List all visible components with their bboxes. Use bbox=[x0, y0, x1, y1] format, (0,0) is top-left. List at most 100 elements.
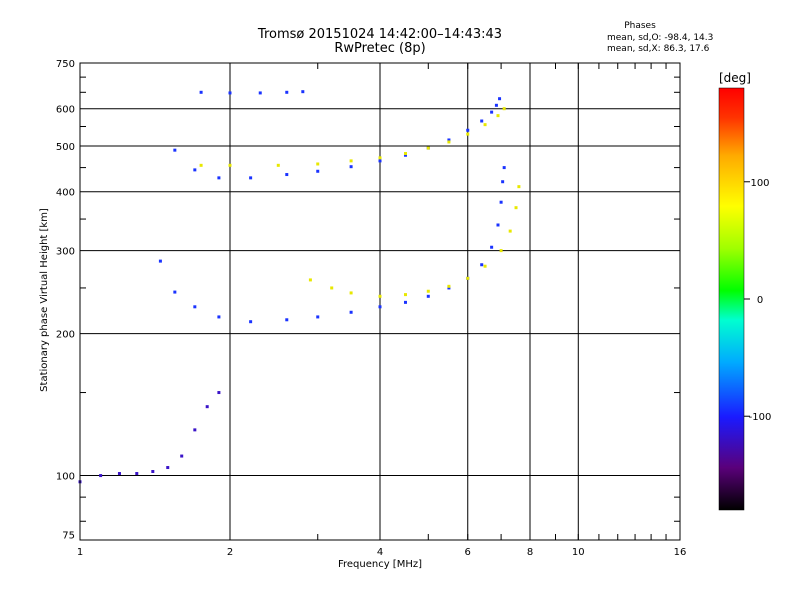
x-tick-label: 4 bbox=[377, 547, 383, 558]
data-point bbox=[514, 206, 518, 210]
data-point bbox=[447, 140, 451, 144]
data-point bbox=[301, 90, 305, 94]
phases-heading: Phases bbox=[624, 21, 656, 31]
chart-title-line-1: Tromsø 20151024 14:42:00–14:43:43 bbox=[257, 27, 503, 42]
data-point bbox=[193, 305, 197, 309]
data-point bbox=[378, 156, 382, 160]
data-point bbox=[499, 249, 503, 253]
data-point bbox=[466, 132, 470, 136]
series-o-trace-f2-lower bbox=[158, 166, 506, 324]
data-point bbox=[316, 162, 320, 166]
data-point bbox=[502, 107, 506, 111]
data-point bbox=[502, 166, 506, 170]
x-tick-label: 16 bbox=[674, 547, 687, 558]
y-tick-label: 600 bbox=[56, 105, 75, 116]
data-point bbox=[480, 119, 484, 123]
data-point bbox=[349, 291, 353, 295]
data-point bbox=[285, 173, 289, 177]
data-point bbox=[349, 159, 353, 163]
colorbar-tick-label: -100 bbox=[749, 412, 772, 423]
series-o-trace-f2-upper bbox=[173, 97, 502, 180]
data-point bbox=[258, 91, 262, 95]
data-point bbox=[403, 153, 407, 157]
data-point bbox=[480, 263, 484, 267]
data-point bbox=[285, 318, 289, 322]
data-point bbox=[217, 315, 221, 319]
colorbar-label: [deg] bbox=[719, 71, 751, 85]
data-point bbox=[217, 176, 221, 180]
y-tick-label: 400 bbox=[56, 188, 75, 199]
data-point bbox=[498, 97, 502, 101]
data-point bbox=[249, 320, 253, 324]
x-tick-label: 8 bbox=[527, 547, 533, 558]
data-point bbox=[447, 286, 451, 290]
x-tick-label: 1 bbox=[77, 547, 83, 558]
grid-lines bbox=[80, 63, 680, 540]
data-point bbox=[483, 123, 487, 127]
data-point bbox=[426, 289, 430, 293]
data-point bbox=[151, 470, 155, 474]
data-point bbox=[173, 290, 177, 294]
y-tick-label: 500 bbox=[56, 142, 75, 153]
data-point bbox=[316, 315, 320, 319]
colorbar-tick-label: 0 bbox=[757, 295, 763, 306]
series-e-f1-region bbox=[78, 391, 221, 484]
data-point bbox=[403, 152, 407, 156]
data-point bbox=[496, 223, 500, 227]
data-point bbox=[173, 148, 177, 152]
data-point bbox=[249, 176, 253, 180]
phase-stats-x: mean, sd,X: 86.3, 17.6 bbox=[607, 44, 710, 54]
y-tick-label: 750 bbox=[56, 59, 75, 70]
data-point bbox=[499, 200, 503, 204]
colorbar-tick-label: 100 bbox=[750, 178, 769, 189]
y-axis-label: Stationary phase Virtual Height [km] bbox=[39, 208, 50, 392]
data-point bbox=[349, 165, 353, 169]
data-point bbox=[117, 472, 121, 476]
y-tick-label: 75 bbox=[62, 530, 75, 541]
data-point bbox=[403, 300, 407, 304]
data-point bbox=[447, 284, 451, 288]
chart-title-line-2: RwPretec (8p) bbox=[334, 41, 426, 56]
series-x-trace-f2-upper bbox=[199, 107, 506, 167]
data-point bbox=[426, 294, 430, 298]
series-top-echo-band bbox=[199, 90, 305, 95]
x-tick-label: 10 bbox=[572, 547, 585, 558]
data-point bbox=[426, 146, 430, 150]
data-point bbox=[199, 90, 203, 94]
x-axis-label: Frequency [MHz] bbox=[338, 559, 422, 570]
data-point bbox=[517, 185, 521, 189]
data-point bbox=[490, 110, 494, 114]
data-point bbox=[193, 428, 197, 432]
series-x-trace-f2-lower bbox=[308, 185, 521, 298]
y-tick-label: 300 bbox=[56, 247, 75, 258]
colorbar-gradient bbox=[718, 87, 745, 511]
data-point bbox=[483, 264, 487, 268]
data-point bbox=[378, 294, 382, 298]
data-point bbox=[349, 310, 353, 314]
data-point bbox=[330, 286, 334, 290]
data-point bbox=[447, 138, 451, 142]
data-point bbox=[466, 276, 470, 280]
data-point bbox=[285, 90, 289, 94]
data-point bbox=[205, 405, 209, 409]
data-point bbox=[378, 305, 382, 309]
data-series bbox=[78, 90, 521, 484]
data-point bbox=[135, 472, 139, 476]
tick-labels: 1 2 4 6 8 10 16 75 100 200 300 400 500 600 750 bbox=[56, 59, 686, 558]
data-point bbox=[316, 169, 320, 173]
data-point bbox=[378, 159, 382, 163]
data-point bbox=[180, 454, 184, 458]
x-tick-label: 2 bbox=[227, 547, 233, 558]
data-point bbox=[501, 180, 505, 184]
data-point bbox=[466, 128, 470, 132]
phase-stats-o: mean, sd,O: -98.4, 14.3 bbox=[607, 33, 714, 43]
data-point bbox=[308, 278, 312, 282]
data-point bbox=[199, 163, 203, 167]
data-point bbox=[193, 168, 197, 172]
data-point bbox=[217, 391, 221, 395]
data-point bbox=[490, 245, 494, 249]
data-point bbox=[166, 466, 170, 470]
colorbar: [deg] 100 0 -100 bbox=[718, 71, 772, 511]
data-point bbox=[508, 229, 512, 233]
